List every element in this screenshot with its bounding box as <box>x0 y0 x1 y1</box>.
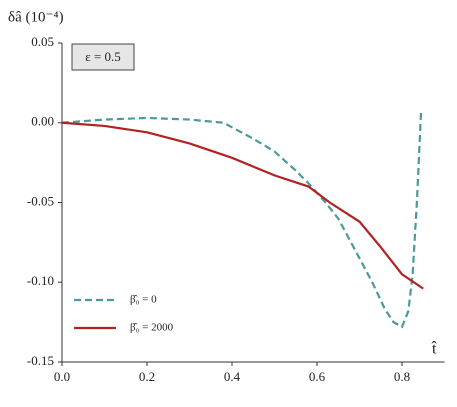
y-tick-label: -0.05 <box>27 193 54 208</box>
line <box>61 121 424 290</box>
y-tick-label: 0.00 <box>31 114 54 129</box>
annotation-box <box>71 43 135 71</box>
y-axis-label: δâ (10⁻⁴) <box>8 9 64 25</box>
annotation: ε = 0.5 <box>85 49 121 64</box>
legend-label: β̂₀ = 2000 <box>130 322 174 334</box>
x-tick-label: 0.4 <box>224 369 241 384</box>
line <box>61 109 423 329</box>
y-tick-label: 0.05 <box>31 34 54 49</box>
x-axis-label: t̂ <box>431 340 437 358</box>
legend-label: β̂₀ = 0 <box>130 294 157 306</box>
x-tick-label: 0.0 <box>54 369 70 384</box>
x-tick-label: 0.2 <box>139 369 155 384</box>
x-tick-label: 0.8 <box>394 369 410 384</box>
x-tick-label: 0.6 <box>309 369 326 384</box>
y-tick-label: -0.15 <box>27 353 54 368</box>
y-tick-label: -0.10 <box>27 273 54 288</box>
